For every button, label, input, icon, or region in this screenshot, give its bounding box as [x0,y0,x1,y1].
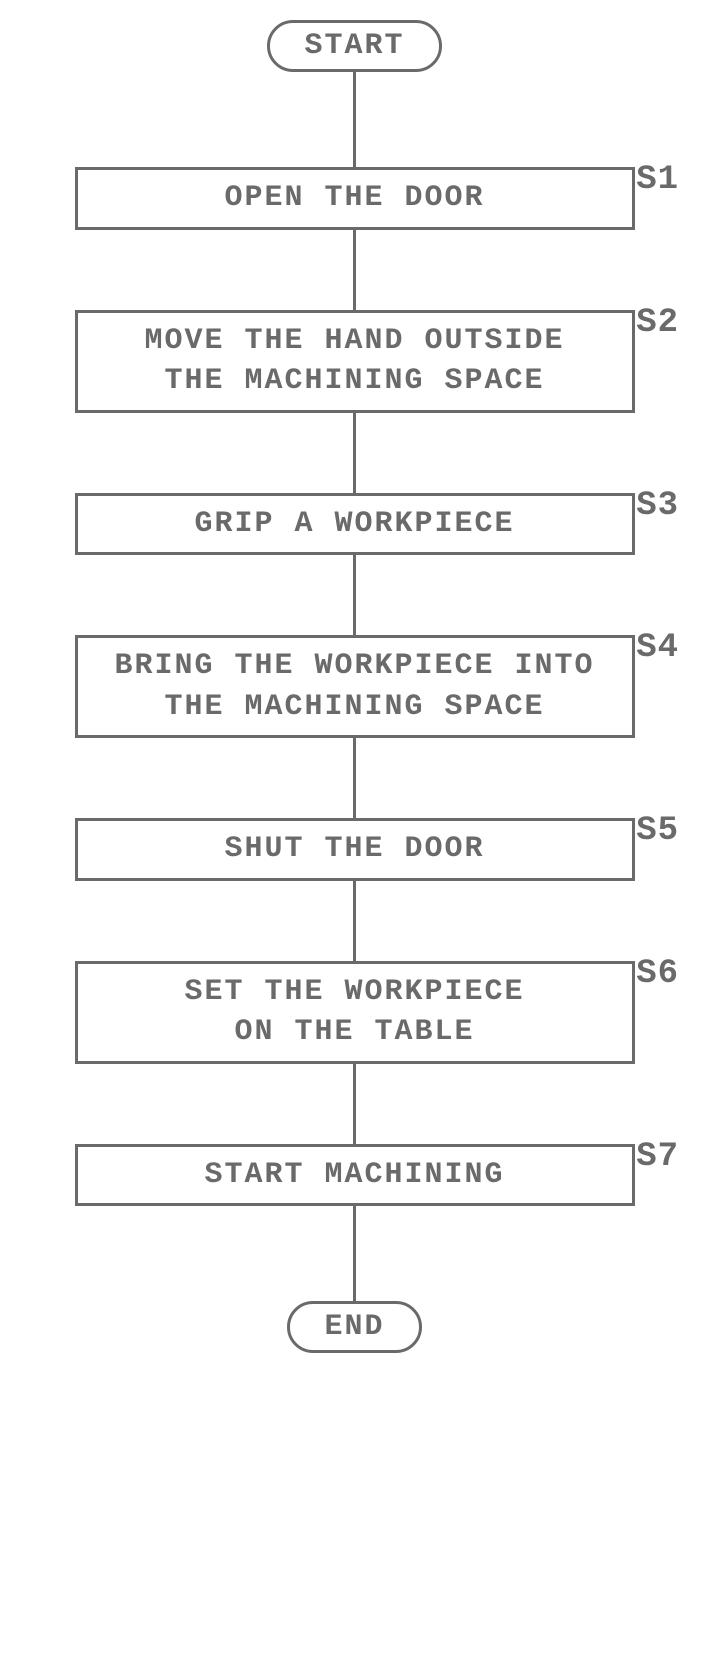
step-label: S6 [636,955,679,993]
connector [353,555,356,635]
process-box: SHUT THE DOOR [75,818,635,881]
step-label: S3 [636,487,679,525]
start-terminator: START [267,20,441,72]
step-label: S4 [636,629,679,667]
connector [353,1206,356,1301]
step-label: S1 [636,161,679,199]
connector [353,230,356,310]
end-terminator: END [287,1301,421,1353]
process-box: OPEN THE DOOR [75,167,635,230]
step-row: OPEN THE DOOR S1 [30,167,679,230]
step-row: SET THE WORKPIECEON THE TABLE S6 [30,961,679,1064]
connector [353,1064,356,1144]
step-label: S2 [636,304,679,342]
step-row: BRING THE WORKPIECE INTOTHE MACHINING SP… [30,635,679,738]
connector [353,738,356,818]
step-row: MOVE THE HAND OUTSIDETHE MACHINING SPACE… [30,310,679,413]
step-row: SHUT THE DOOR S5 [30,818,679,881]
process-box: START MACHINING [75,1144,635,1207]
step-row: START MACHINING S7 [30,1144,679,1207]
process-box: SET THE WORKPIECEON THE TABLE [75,961,635,1064]
step-label: S7 [636,1138,679,1176]
process-box: GRIP A WORKPIECE [75,493,635,556]
connector [353,413,356,493]
connector [353,72,356,167]
connector [353,881,356,961]
flowchart: START OPEN THE DOOR S1 MOVE THE HAND OUT… [30,20,679,1353]
process-box: MOVE THE HAND OUTSIDETHE MACHINING SPACE [75,310,635,413]
step-label: S5 [636,812,679,850]
process-box: BRING THE WORKPIECE INTOTHE MACHINING SP… [75,635,635,738]
step-row: GRIP A WORKPIECE S3 [30,493,679,556]
